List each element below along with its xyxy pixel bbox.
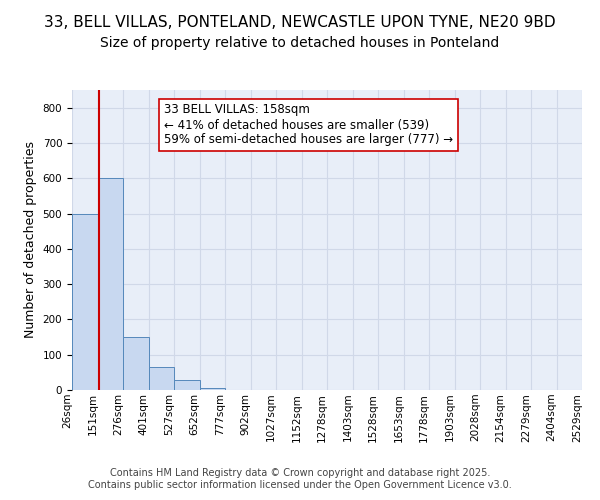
Y-axis label: Number of detached properties: Number of detached properties bbox=[24, 142, 37, 338]
Bar bbox=[97, 178, 123, 390]
Text: Size of property relative to detached houses in Ponteland: Size of property relative to detached ho… bbox=[100, 36, 500, 50]
Text: 33 BELL VILLAS: 158sqm
← 41% of detached houses are smaller (539)
59% of semi-de: 33 BELL VILLAS: 158sqm ← 41% of detached… bbox=[164, 104, 453, 146]
Text: Contains HM Land Registry data © Crown copyright and database right 2025.
Contai: Contains HM Land Registry data © Crown c… bbox=[88, 468, 512, 490]
Bar bbox=[199, 388, 225, 390]
Text: 33, BELL VILLAS, PONTELAND, NEWCASTLE UPON TYNE, NE20 9BD: 33, BELL VILLAS, PONTELAND, NEWCASTLE UP… bbox=[44, 15, 556, 30]
Bar bbox=[174, 380, 199, 390]
Bar bbox=[149, 367, 174, 390]
Bar bbox=[123, 337, 149, 390]
Bar bbox=[72, 214, 97, 390]
